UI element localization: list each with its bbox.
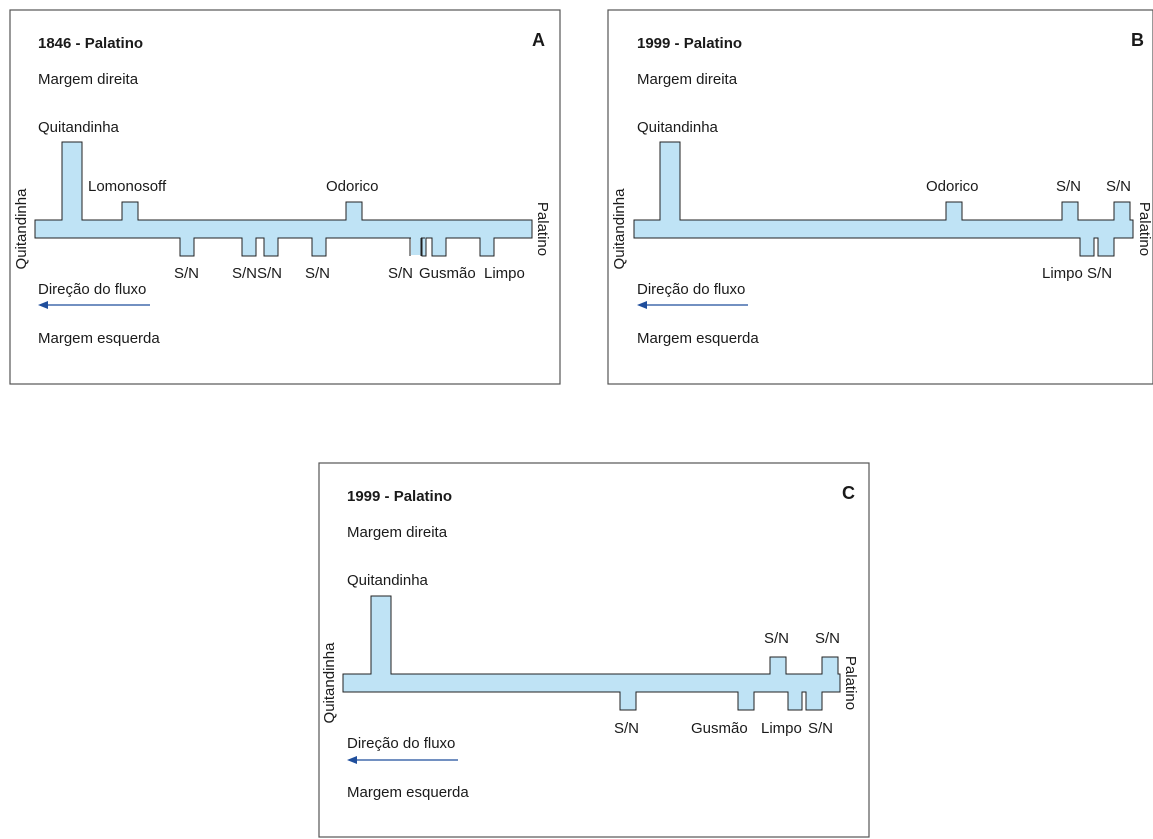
panel-a-stub (411, 237, 421, 255)
panel-a-start-label: Quitandinha (13, 188, 30, 270)
panel-a-main-tributary-label: Quitandinha (38, 119, 120, 136)
panel-a-letter: A (532, 30, 545, 50)
panel-a-left-bank: Margem esquerda (38, 330, 160, 347)
panel-c-bottom-label-2: Gusmão (691, 720, 748, 737)
panel-c-bottom-label-4: S/N (808, 720, 833, 737)
panel-c-flow-label: Direção do fluxo (347, 735, 455, 752)
panel-b-flow-label: Direção do fluxo (637, 281, 745, 298)
panel-a-bottom-label-2: S/NS/N (232, 265, 282, 282)
panel-a-title: 1846 - Palatino (38, 35, 143, 52)
panel-b-left-bank: Margem esquerda (637, 330, 759, 347)
panel-b-top-label-2: S/N (1056, 178, 1081, 195)
panel-a-end-label: Palatino (534, 202, 551, 256)
panel-c-flow-arrowhead (347, 756, 357, 764)
panel-a-top-label-2: Odorico (326, 178, 379, 195)
panel-c-main-tributary-label: Quitandinha (347, 572, 429, 589)
panel-b-right-bank: Margem direita (637, 71, 738, 88)
panel-c-right-bank: Margem direita (347, 524, 448, 541)
panel-a-frame (9, 9, 561, 385)
panel-b-top-label-1: Odorico (926, 178, 979, 195)
panel-b-frame (607, 9, 1153, 385)
panel-c: 1999 - Palatino C Margem direita Quitand… (318, 462, 870, 838)
panel-b-letter: B (1131, 30, 1144, 50)
panel-a-bottom-label-4: S/N (388, 265, 413, 282)
panel-a-bottom-label-1: S/N (174, 265, 199, 282)
panel-b-title: 1999 - Palatino (637, 35, 742, 52)
panel-c-top-label-2: S/N (815, 630, 840, 647)
panel-c-bottom-label-1: S/N (614, 720, 639, 737)
panel-b: 1999 - Palatino B Margem direita Quitand… (607, 9, 1153, 385)
panel-a: 1846 - Palatino A Margem direita Quitand… (9, 9, 561, 385)
panel-c-title: 1999 - Palatino (347, 488, 452, 505)
panel-b-flow-arrowhead (637, 301, 647, 309)
panel-c-frame (318, 462, 870, 838)
panel-a-bottom-label-3: S/N (305, 265, 330, 282)
panel-c-end-label: Palatino (842, 656, 859, 710)
panel-b-start-label: Quitandinha (611, 188, 628, 270)
panel-b-end-label: Palatino (1136, 202, 1153, 256)
panel-c-letter: C (842, 483, 855, 503)
panel-a-river-channel (34, 141, 533, 257)
panel-a-flow-arrowhead (38, 301, 48, 309)
panel-c-top-label-1: S/N (764, 630, 789, 647)
panel-a-right-bank: Margem direita (38, 71, 139, 88)
panel-a-bottom-label-5: Gusmão (419, 265, 476, 282)
panel-b-bottom-label-1: Limpo S/N (1042, 265, 1112, 282)
panel-a-bottom-label-6: Limpo (484, 265, 525, 282)
panel-c-left-bank: Margem esquerda (347, 784, 469, 801)
panel-b-main-tributary-label: Quitandinha (637, 119, 719, 136)
panel-b-river-channel (633, 141, 1134, 257)
panel-a-flow-label: Direção do fluxo (38, 281, 146, 298)
panel-c-bottom-label-3: Limpo (761, 720, 802, 737)
panel-c-river-channel (342, 595, 841, 711)
panel-b-top-label-3: S/N (1106, 178, 1131, 195)
panel-c-start-label: Quitandinha (321, 642, 338, 724)
panel-a-top-label-1: Lomonosoff (88, 178, 167, 195)
